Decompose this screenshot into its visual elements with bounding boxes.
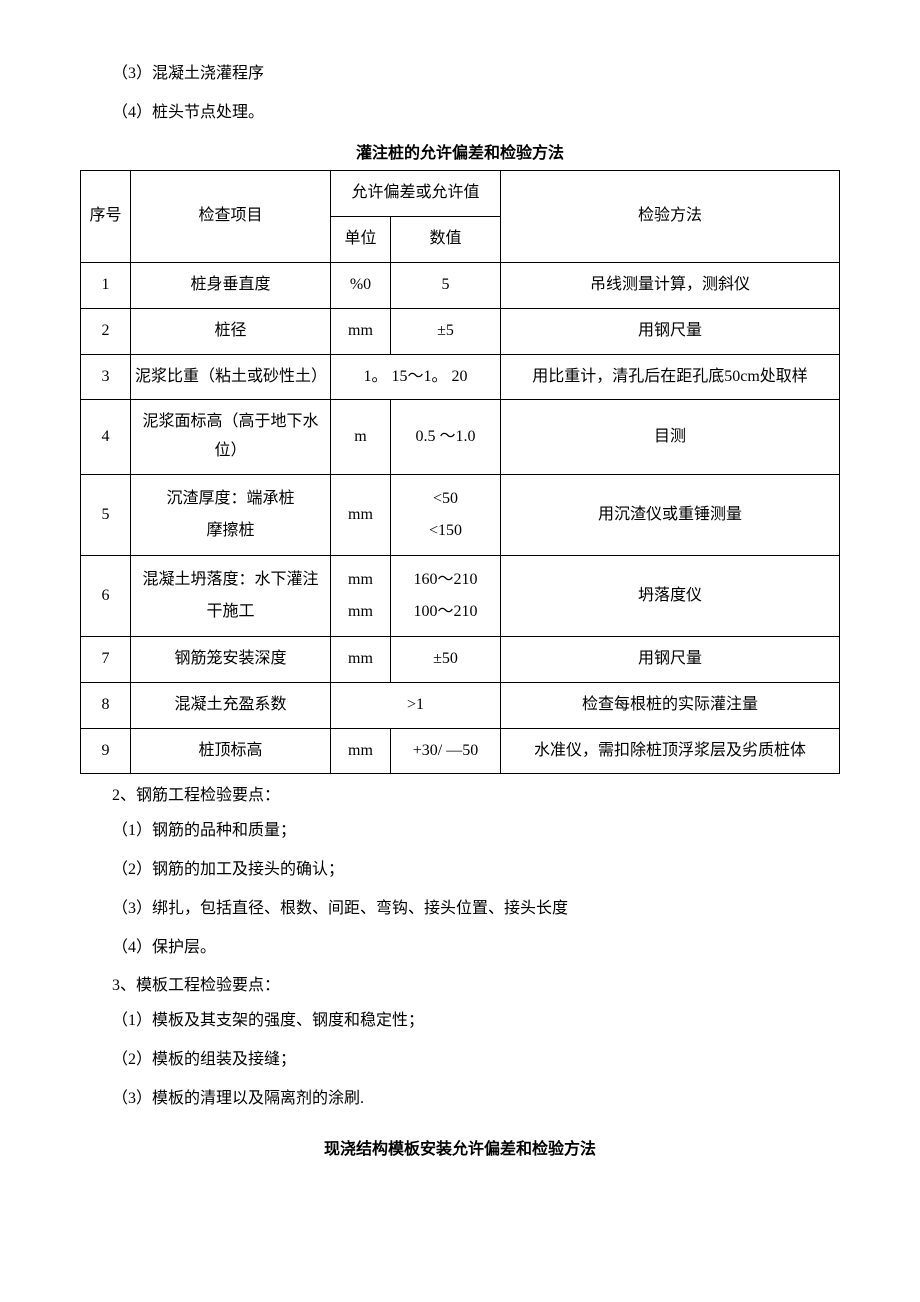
cell-method: 水准仪，需扣除桩顶浮浆层及劣质桩体 [501,728,840,774]
cell-unit: mm [331,728,391,774]
paragraph-concrete-procedure: （3）混凝土浇灌程序 [80,60,840,89]
cell-seq: 9 [81,728,131,774]
cell-item: 沉渣厚度：端承桩 摩擦桩 [131,474,331,555]
table-row: 4 泥浆面标高（高于地下水位） m 0.5 〜1.0 目测 [81,400,840,475]
table2-title: 现浇结构模板安装允许偏差和检验方法 [80,1136,840,1165]
cell-merged-val: >1 [331,682,501,728]
header-method: 检验方法 [501,171,840,263]
cell-unit: mm mm [331,555,391,636]
cell-method: 用沉渣仪或重锤测量 [501,474,840,555]
paragraph-rebar-3: （3）绑扎，包括直径、根数、间距、弯钩、接头位置、接头长度 [80,895,840,924]
cell-item: 泥浆比重（粘土或砂性土） [131,354,331,400]
header-seq: 序号 [81,171,131,263]
header-tolerance-group: 允许偏差或允许值 [331,171,501,217]
cell-val-line2: <150 [395,515,496,547]
paragraph-formwork-heading: 3、模板工程检验要点： [80,972,840,1001]
paragraph-pile-head: （4）桩头节点处理。 [80,99,840,128]
paragraph-rebar-heading: 2、钢筋工程检验要点： [80,782,840,811]
table-row: 3 泥浆比重（粘土或砂性土） 1。 15〜1。 20 用比重计，清孔后在距孔底5… [81,354,840,400]
header-value: 数值 [391,217,501,263]
cell-seq: 3 [81,354,131,400]
cell-val: +30/ —50 [391,728,501,774]
paragraph-rebar-2: （2）钢筋的加工及接头的确认； [80,856,840,885]
cell-method: 用比重计，清孔后在距孔底50cm处取样 [501,354,840,400]
cell-val-line2: 100〜210 [395,596,496,628]
cell-method: 用钢尺量 [501,636,840,682]
cell-merged-val: 1。 15〜1。 20 [331,354,501,400]
header-item: 检查项目 [131,171,331,263]
cell-method: 目测 [501,400,840,475]
cell-seq: 4 [81,400,131,475]
cell-unit-line2: mm [335,596,386,628]
cell-item-line1: 混凝土坍落度：水下灌注 [135,564,326,596]
cell-val: ±50 [391,636,501,682]
cell-item-line2: 干施工 [135,596,326,628]
table-row: 8 混凝土充盈系数 >1 检查每根桩的实际灌注量 [81,682,840,728]
cell-val: 160〜210 100〜210 [391,555,501,636]
table-row: 9 桩顶标高 mm +30/ —50 水准仪，需扣除桩顶浮浆层及劣质桩体 [81,728,840,774]
cell-unit: mm [331,474,391,555]
table-row: 2 桩径 mm ±5 用钢尺量 [81,308,840,354]
cell-item: 混凝土充盈系数 [131,682,331,728]
cell-seq: 1 [81,262,131,308]
table-header-row-1: 序号 检查项目 允许偏差或允许值 检验方法 [81,171,840,217]
cell-val-line1: 160〜210 [395,564,496,596]
table-row: 5 沉渣厚度：端承桩 摩擦桩 mm <50 <150 用沉渣仪或重锤测量 [81,474,840,555]
cell-method: 用钢尺量 [501,308,840,354]
cell-val: 0.5 〜1.0 [391,400,501,475]
cell-item: 桩身垂直度 [131,262,331,308]
cell-seq: 6 [81,555,131,636]
paragraph-formwork-2: （2）模板的组装及接缝； [80,1046,840,1075]
cell-unit: m [331,400,391,475]
cell-item: 泥浆面标高（高于地下水位） [131,400,331,475]
cell-item-line1: 沉渣厚度：端承桩 [135,483,326,515]
table-row: 7 钢筋笼安装深度 mm ±50 用钢尺量 [81,636,840,682]
cell-unit: mm [331,308,391,354]
table-row: 1 桩身垂直度 %0 5 吊线测量计算，测斜仪 [81,262,840,308]
cell-item: 桩径 [131,308,331,354]
table-row: 6 混凝土坍落度：水下灌注 干施工 mm mm 160〜210 100〜210 … [81,555,840,636]
cell-item: 钢筋笼安装深度 [131,636,331,682]
cell-method: 检查每根桩的实际灌注量 [501,682,840,728]
paragraph-rebar-1: （1）钢筋的品种和质量； [80,817,840,846]
cell-method: 吊线测量计算，测斜仪 [501,262,840,308]
cell-unit-line1: mm [335,564,386,596]
table1-title: 灌注桩的允许偏差和检验方法 [80,140,840,169]
cell-val-line1: <50 [395,483,496,515]
header-unit: 单位 [331,217,391,263]
cell-val: <50 <150 [391,474,501,555]
cell-unit: mm [331,636,391,682]
cell-val: ±5 [391,308,501,354]
cell-item-line2: 摩擦桩 [135,515,326,547]
paragraph-rebar-4: （4）保护层。 [80,934,840,963]
tolerance-table: 序号 检查项目 允许偏差或允许值 检验方法 单位 数值 1 桩身垂直度 %0 5… [80,170,840,774]
paragraph-formwork-1: （1）模板及其支架的强度、钢度和稳定性； [80,1007,840,1036]
cell-seq: 2 [81,308,131,354]
cell-seq: 5 [81,474,131,555]
cell-unit: %0 [331,262,391,308]
cell-item: 混凝土坍落度：水下灌注 干施工 [131,555,331,636]
cell-item: 桩顶标高 [131,728,331,774]
cell-seq: 7 [81,636,131,682]
paragraph-formwork-3: （3）模板的清理以及隔离剂的涂刷. [80,1085,840,1114]
cell-seq: 8 [81,682,131,728]
cell-val: 5 [391,262,501,308]
cell-method: 坍落度仪 [501,555,840,636]
